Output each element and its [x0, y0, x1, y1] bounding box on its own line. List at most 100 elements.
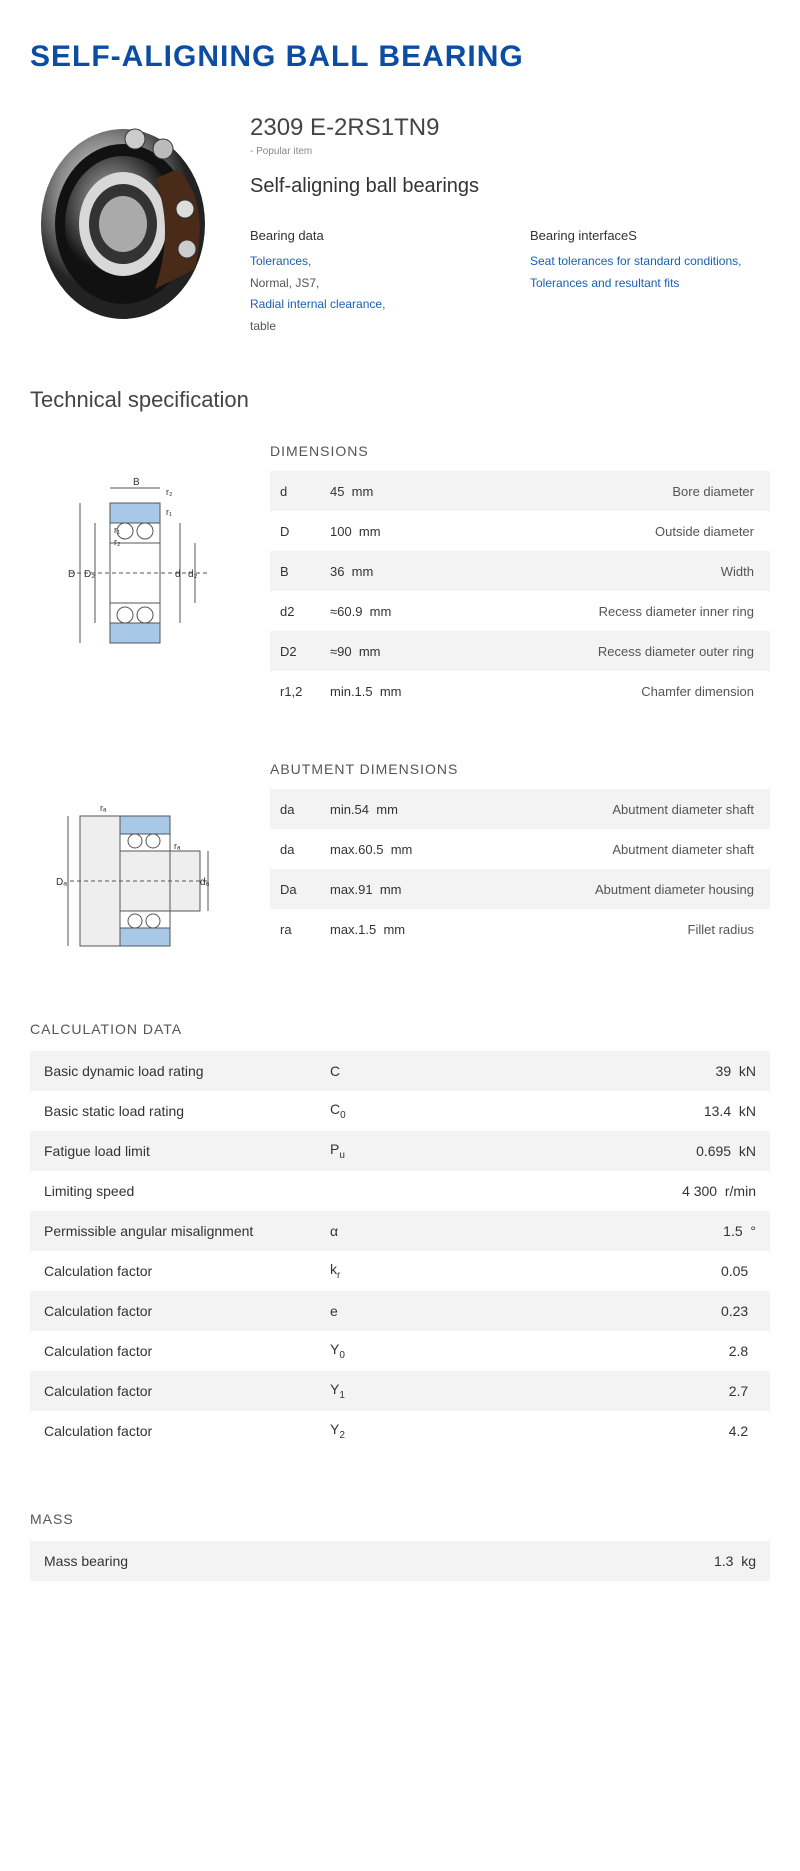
- svg-text:D₂: D₂: [84, 569, 95, 580]
- calc-value: 1.3 kg: [450, 1541, 770, 1581]
- calc-label: Fatigue load limit: [30, 1131, 330, 1171]
- dimensions-title: DIMENSIONS: [270, 443, 770, 459]
- calc-symbol: α: [330, 1211, 450, 1251]
- link-tol-fits[interactable]: Tolerances and resultant fits: [530, 273, 770, 295]
- table-row: D2≈90 mmRecess diameter outer ring: [270, 631, 770, 671]
- table-row: damax.60.5 mmAbutment diameter shaft: [270, 829, 770, 869]
- table-row: Calculation factorY24.2: [30, 1411, 770, 1451]
- table-row: Permissible angular misalignmentα1.5 °: [30, 1211, 770, 1251]
- dim-desc: Recess diameter inner ring: [430, 591, 770, 631]
- dimensions-section: B r₂ r₁ r₁ r₂ D D₂ d d₂ DIMENSIONS d45 m…: [30, 443, 770, 711]
- top-section: 2309 E-2RS1TN9 - Popular item Self-align…: [30, 114, 770, 337]
- dim-value: min.1.5 mm: [330, 671, 430, 711]
- dim-desc: Abutment diameter shaft: [430, 829, 770, 869]
- abutment-section: rₐ rₐ Dₐ dₐ ABUTMENT DIMENSIONS damin.54…: [30, 761, 770, 971]
- calc-label: Calculation factor: [30, 1371, 330, 1411]
- dim-desc: Recess diameter outer ring: [430, 631, 770, 671]
- calc-label: Calculation factor: [30, 1411, 330, 1451]
- calc-symbol: e: [330, 1291, 450, 1331]
- svg-text:r₂: r₂: [114, 537, 121, 547]
- link-normal: Normal, JS7,: [250, 273, 490, 295]
- calc-value: 39 kN: [450, 1051, 770, 1091]
- popular-tag: - Popular item: [250, 146, 770, 157]
- dim-symbol: r1,2: [270, 671, 330, 711]
- dim-desc: Fillet radius: [430, 909, 770, 949]
- calc-label: Calculation factor: [30, 1251, 330, 1291]
- calc-label: Calculation factor: [30, 1331, 330, 1371]
- calc-symbol: [330, 1171, 450, 1211]
- dim-value: ≈90 mm: [330, 631, 430, 671]
- table-row: Limiting speed4 300 r/min: [30, 1171, 770, 1211]
- svg-text:rₐ: rₐ: [174, 841, 181, 851]
- dim-value: min.54 mm: [330, 789, 430, 829]
- abutment-table: ABUTMENT DIMENSIONS damin.54 mmAbutment …: [270, 761, 770, 949]
- table-row: Basic dynamic load ratingC39 kN: [30, 1051, 770, 1091]
- table-row: r1,2min.1.5 mmChamfer dimension: [270, 671, 770, 711]
- link-radial[interactable]: Radial internal clearance,: [250, 294, 490, 316]
- abutment-title: ABUTMENT DIMENSIONS: [270, 761, 770, 777]
- svg-text:D: D: [68, 569, 75, 580]
- table-row: Basic static load ratingC013.4 kN: [30, 1091, 770, 1131]
- table-row: d45 mmBore diameter: [270, 471, 770, 511]
- dim-symbol: d2: [270, 591, 330, 631]
- mass-title: MASS: [30, 1511, 770, 1527]
- table-row: Calculation factorY12.7: [30, 1371, 770, 1411]
- svg-text:r₁: r₁: [114, 525, 120, 535]
- dim-desc: Chamfer dimension: [430, 671, 770, 711]
- calc-value: 2.8: [450, 1331, 770, 1371]
- dim-value: 45 mm: [330, 471, 430, 511]
- svg-text:B: B: [133, 477, 140, 488]
- table-row: B36 mmWidth: [270, 551, 770, 591]
- calc-label: Calculation factor: [30, 1291, 330, 1331]
- dim-desc: Abutment diameter shaft: [430, 789, 770, 829]
- table-row: d2≈60.9 mmRecess diameter inner ring: [270, 591, 770, 631]
- svg-text:r₂: r₂: [166, 487, 173, 497]
- dim-value: 100 mm: [330, 511, 430, 551]
- link-tolerances[interactable]: Tolerances,: [250, 251, 490, 273]
- calc-value: 2.7: [450, 1371, 770, 1411]
- dim-desc: Width: [430, 551, 770, 591]
- bearing-interface-head: Bearing interfaceS: [530, 228, 770, 243]
- dim-symbol: ra: [270, 909, 330, 949]
- dim-value: ≈60.9 mm: [330, 591, 430, 631]
- svg-text:d: d: [175, 569, 181, 580]
- calc-label: Mass bearing: [30, 1541, 330, 1581]
- bearing-data-head: Bearing data: [250, 228, 490, 243]
- bearing-interface-col: Bearing interfaceS Seat tolerances for s…: [530, 228, 770, 337]
- calc-value: 4.2: [450, 1411, 770, 1451]
- calc-table: Basic dynamic load ratingC39 kNBasic sta…: [30, 1051, 770, 1451]
- calc-symbol: C: [330, 1051, 450, 1091]
- calc-title: CALCULATION DATA: [30, 1021, 770, 1037]
- dim-symbol: da: [270, 789, 330, 829]
- calc-value: 0.05: [450, 1251, 770, 1291]
- product-subtitle: Self-aligning ball bearings: [250, 175, 770, 198]
- svg-text:d₂: d₂: [188, 569, 198, 580]
- calc-symbol: C0: [330, 1091, 450, 1131]
- calc-symbol: Y1: [330, 1371, 450, 1411]
- dim-desc: Outside diameter: [430, 511, 770, 551]
- table-row: ramax.1.5 mmFillet radius: [270, 909, 770, 949]
- product-info: 2309 E-2RS1TN9 - Popular item Self-align…: [250, 114, 770, 337]
- calc-symbol: Pu: [330, 1131, 450, 1171]
- bearing-data-col: Bearing data Tolerances, Normal, JS7, Ra…: [250, 228, 490, 337]
- dim-value: max.1.5 mm: [330, 909, 430, 949]
- model-number: 2309 E-2RS1TN9: [250, 114, 770, 142]
- dim-value: max.91 mm: [330, 869, 430, 909]
- calc-label: Permissible angular misalignment: [30, 1211, 330, 1251]
- calc-symbol: Y0: [330, 1331, 450, 1371]
- table-row: Mass bearing 1.3 kg: [30, 1541, 770, 1581]
- calc-value: 4 300 r/min: [450, 1171, 770, 1211]
- page-title: SELF-ALIGNING BALL BEARING: [30, 40, 770, 74]
- calc-symbol: Y2: [330, 1411, 450, 1451]
- mass-table: Mass bearing 1.3 kg: [30, 1541, 770, 1581]
- link-seat[interactable]: Seat tolerances for standard conditions,: [530, 251, 770, 273]
- table-row: Calculation factorkr0.05: [30, 1251, 770, 1291]
- dim-symbol: d: [270, 471, 330, 511]
- dim-symbol: da: [270, 829, 330, 869]
- calc-symbol: [330, 1541, 450, 1581]
- svg-text:r₁: r₁: [166, 507, 172, 517]
- dim-symbol: Da: [270, 869, 330, 909]
- abutment-diagram: rₐ rₐ Dₐ dₐ: [30, 761, 250, 971]
- calc-label: Basic dynamic load rating: [30, 1051, 330, 1091]
- calc-value: 0.695 kN: [450, 1131, 770, 1171]
